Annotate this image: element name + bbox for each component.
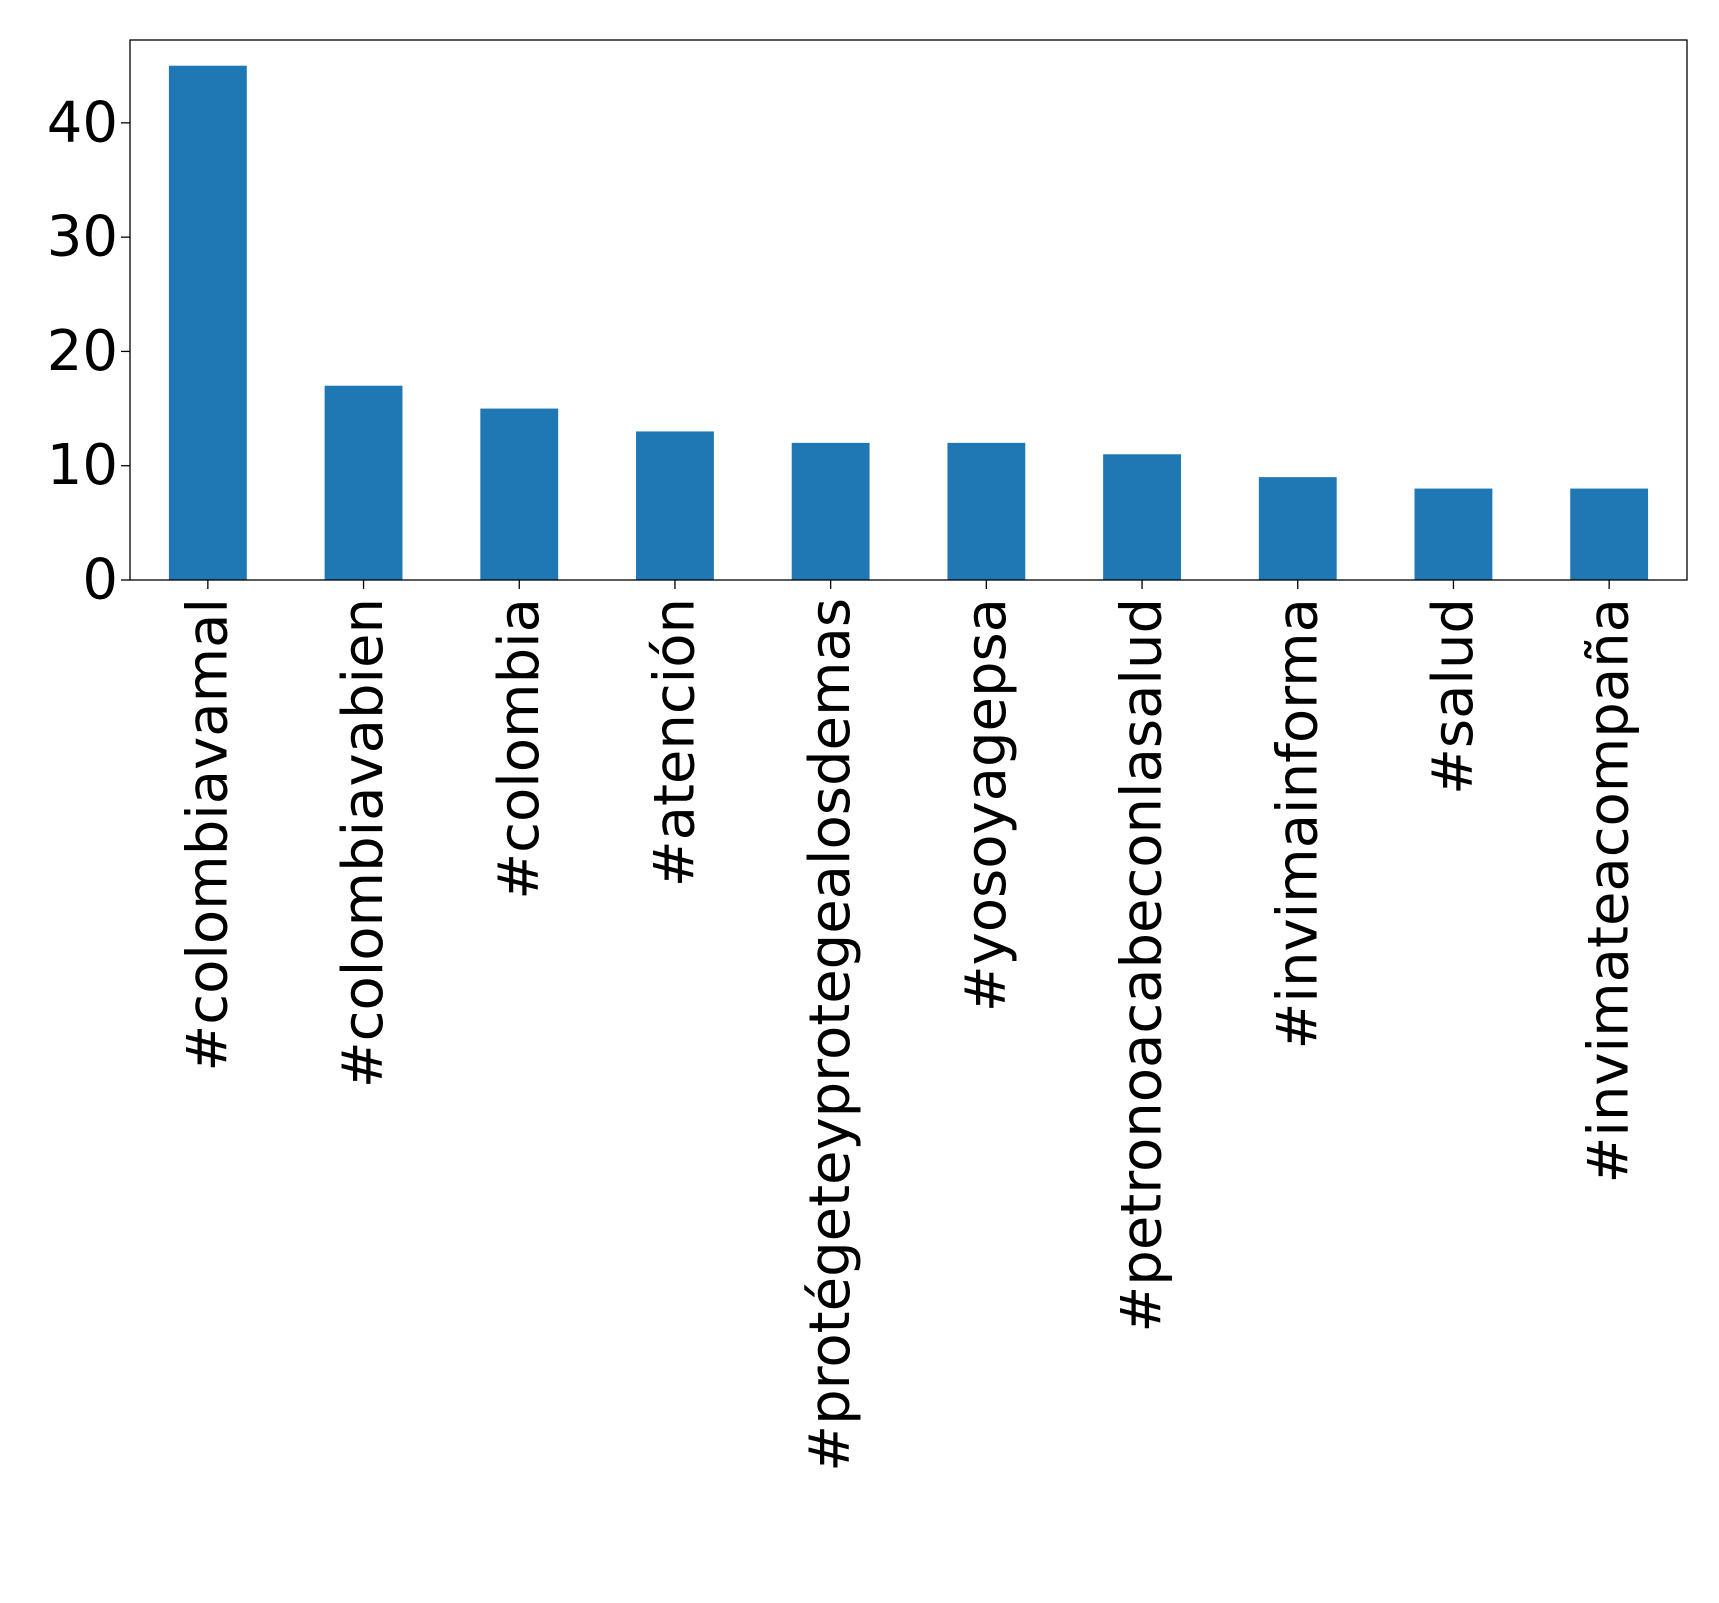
bar: [1570, 488, 1649, 580]
y-tick-label: 20: [47, 319, 118, 384]
plot-area-frame: [129, 39, 1688, 581]
bar: [636, 431, 714, 580]
bar: [1103, 454, 1181, 580]
x-tick-label: #invimainforma: [1265, 598, 1330, 1049]
bars-group: [168, 65, 1649, 580]
y-tick-label: 0: [82, 548, 118, 613]
y-tick-label: 40: [47, 90, 118, 155]
x-tick-label: #salud: [1421, 598, 1486, 795]
x-tick-label: #colombiavamal: [175, 598, 240, 1072]
x-tick-label: #yosoyagepsa: [954, 598, 1019, 1012]
bar: [480, 408, 559, 580]
bar: [168, 65, 247, 580]
x-tick-label: #petronoacabeconlasalud: [1110, 598, 1175, 1333]
bar: [791, 442, 870, 580]
x-tick-label: #protégeteyprotegealosdemas: [798, 598, 863, 1472]
bar: [1258, 477, 1337, 580]
bar: [947, 442, 1026, 580]
x-tick-label: #invimateacompaña: [1577, 598, 1642, 1184]
x-tick-label: #colombia: [487, 598, 552, 900]
x-tick-label: #colombiavabien: [331, 598, 396, 1088]
y-tick-label: 30: [47, 205, 118, 270]
bar: [324, 385, 403, 580]
x-axis: #colombiavamal #colombiavabien #colombia #a…: [175, 580, 1642, 1472]
x-tick-label: #atención: [642, 598, 707, 887]
y-axis: 0 10 20 30 40: [47, 90, 130, 613]
y-tick-label: 10: [47, 433, 118, 498]
bar: [1414, 488, 1493, 580]
